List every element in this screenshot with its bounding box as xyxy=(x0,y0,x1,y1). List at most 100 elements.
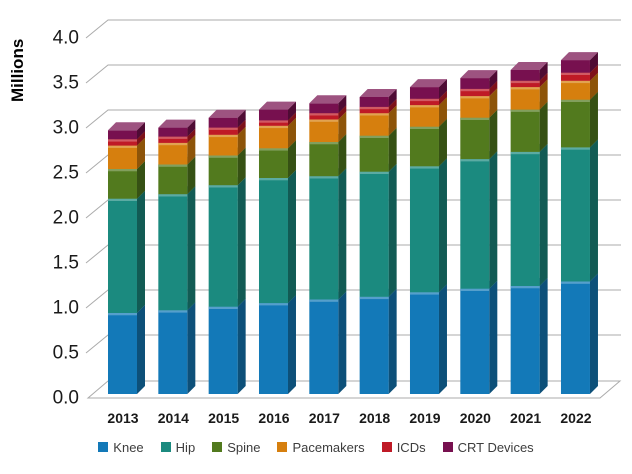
segment-side-face xyxy=(338,168,347,300)
legend-item-hip: Hip xyxy=(160,439,196,455)
segment-top-edge xyxy=(309,119,339,122)
bar-segment-2020-crt-devices xyxy=(460,70,498,89)
x-tick-2013: 2013 xyxy=(107,410,138,426)
segment-side-face xyxy=(388,288,397,394)
segment-top-edge xyxy=(510,109,540,112)
segment-top-face xyxy=(309,95,347,104)
segment-side-face xyxy=(137,131,145,146)
bar-segment-2020-hip xyxy=(460,151,498,289)
segment-side-face xyxy=(287,112,296,126)
segment-front-face xyxy=(359,113,389,136)
segment-top-edge xyxy=(359,113,389,116)
segment-top-edge xyxy=(208,155,238,158)
bar-segment-2017-hip xyxy=(309,168,347,300)
x-tick-2018: 2018 xyxy=(359,410,390,426)
segment-side-face xyxy=(137,305,145,394)
segment-front-face xyxy=(460,78,490,89)
legend-item-icds: ICDs xyxy=(381,440,426,455)
segment-top-edge xyxy=(460,117,490,120)
segment-side-face xyxy=(338,105,347,120)
segment-top-edge xyxy=(460,288,490,291)
segment-front-face xyxy=(208,134,238,156)
segment-top-edge xyxy=(560,99,590,102)
legend-label-crt-devices: CRT Devices xyxy=(457,439,534,455)
segment-side-face xyxy=(187,128,196,143)
segment-top-edge xyxy=(510,80,540,84)
bar-segment-2019-knee xyxy=(409,284,447,394)
segment-front-face xyxy=(158,142,188,165)
segment-front-face xyxy=(510,151,540,286)
segment-top-edge xyxy=(359,106,389,110)
segment-top-edge xyxy=(158,136,188,139)
segment-side-face xyxy=(539,62,548,81)
segment-side-face xyxy=(589,273,598,394)
segment-top-edge xyxy=(359,296,389,300)
segment-front-face xyxy=(108,139,137,146)
segment-front-face xyxy=(460,96,490,118)
segment-front-face xyxy=(560,281,590,394)
bar-segment-2022-crt-devices xyxy=(560,52,598,73)
segment-top-face xyxy=(510,62,548,70)
segment-top-edge xyxy=(359,135,389,138)
bars xyxy=(108,52,598,394)
bar-segment-2020-knee xyxy=(460,280,498,394)
bar-segment-2016-crt-devices xyxy=(258,101,296,121)
segment-front-face xyxy=(409,105,439,127)
segment-top-edge xyxy=(510,87,540,90)
bar-segment-2015-hip xyxy=(208,177,246,307)
segment-front-face xyxy=(108,313,137,394)
legend-label-hip: Hip xyxy=(175,439,196,455)
segment-top-edge xyxy=(158,194,188,197)
segment-front-face xyxy=(158,310,188,394)
segment-top-edge xyxy=(510,151,540,155)
legend-swatch-spine xyxy=(212,442,223,452)
segment-top-edge xyxy=(258,303,288,306)
legend-item-crt-devices: CRT Devices xyxy=(442,439,534,455)
segment-front-face xyxy=(409,166,439,293)
segment-top-face xyxy=(208,109,246,118)
segment-front-face xyxy=(510,87,540,110)
segment-front-face xyxy=(208,117,238,128)
segment-front-face xyxy=(460,88,490,97)
segment-front-face xyxy=(108,145,137,169)
segment-top-face xyxy=(108,122,145,131)
segment-top-face xyxy=(359,89,397,97)
segment-top-edge xyxy=(560,147,590,150)
segment-front-face xyxy=(108,198,137,313)
segment-side-face xyxy=(438,284,447,394)
segment-front-face xyxy=(309,113,339,120)
segment-side-face xyxy=(438,158,447,293)
segment-top-edge xyxy=(409,105,439,108)
segment-top-edge xyxy=(359,171,389,174)
x-tick-2019: 2019 xyxy=(409,410,440,426)
y-tick-0.0: 0.0 xyxy=(53,388,79,409)
segment-side-face xyxy=(187,186,196,311)
gridline-3.5 xyxy=(85,64,621,84)
segment-side-face xyxy=(237,177,246,307)
segment-front-face xyxy=(258,120,288,126)
segment-top-edge xyxy=(108,169,137,172)
segment-top-edge xyxy=(258,120,288,123)
segment-side-face xyxy=(137,190,145,313)
x-tick-2022: 2022 xyxy=(560,410,591,426)
segment-front-face xyxy=(309,142,339,177)
segment-top-edge xyxy=(258,125,288,129)
x-tick-2015: 2015 xyxy=(208,410,239,426)
segment-front-face xyxy=(510,80,540,88)
segment-side-face xyxy=(438,79,447,99)
segment-front-face xyxy=(460,117,490,160)
segment-front-face xyxy=(158,194,188,311)
segment-top-edge xyxy=(460,96,490,99)
segment-front-face xyxy=(359,296,389,394)
segment-top-edge xyxy=(158,310,188,313)
segment-top-edge xyxy=(560,281,590,284)
segment-front-face xyxy=(258,109,288,121)
segment-front-face xyxy=(158,136,188,143)
segment-front-face xyxy=(108,169,137,199)
segment-side-face xyxy=(237,147,246,186)
segment-side-face xyxy=(287,170,296,304)
segment-side-face xyxy=(287,295,296,394)
segment-side-face xyxy=(589,72,598,100)
segment-top-edge xyxy=(208,185,238,188)
